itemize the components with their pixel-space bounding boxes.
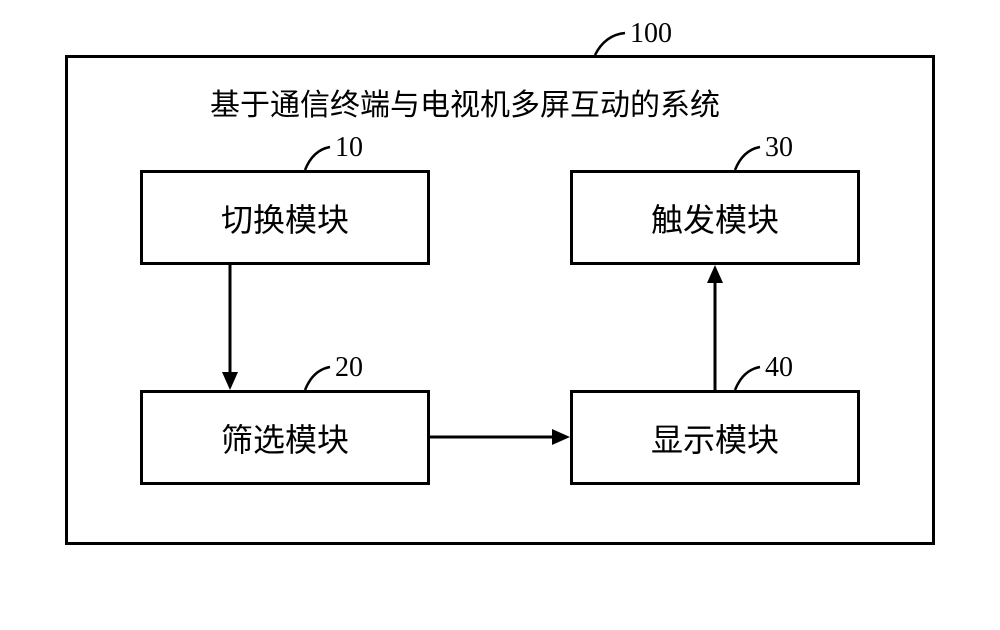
- edge-display-to-trigger: [0, 0, 1000, 630]
